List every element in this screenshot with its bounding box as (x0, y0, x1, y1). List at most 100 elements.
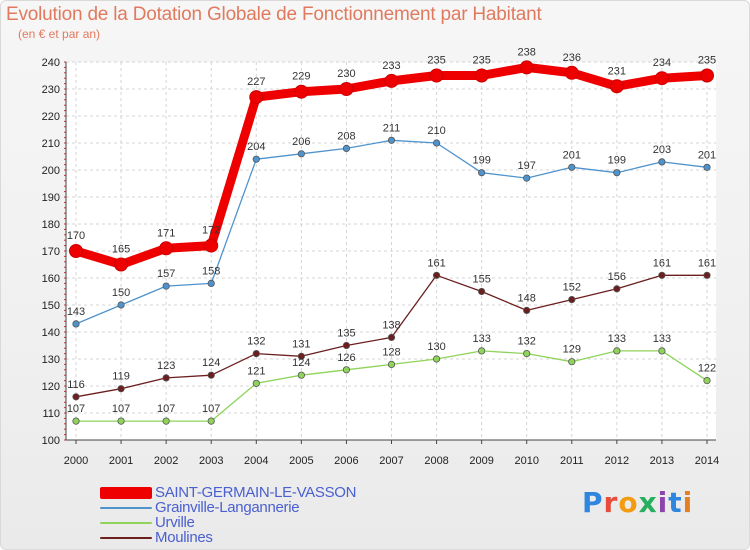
data-label: 236 (563, 52, 581, 64)
data-label: 128 (382, 346, 400, 358)
x-tick-label: 2001 (109, 455, 133, 467)
data-label: 138 (382, 319, 400, 331)
legend-item-urville: Urville (100, 514, 430, 531)
x-tick-label: 2003 (199, 455, 223, 467)
series-lines (69, 60, 714, 425)
y-tick-label: 160 (42, 273, 60, 285)
data-label: 203 (653, 144, 671, 156)
data-label: 129 (563, 344, 581, 356)
data-point (568, 358, 576, 366)
data-label: 235 (698, 55, 716, 67)
data-point (564, 65, 579, 80)
data-label: 133 (653, 333, 671, 345)
data-point (700, 68, 714, 83)
data-label: 157 (157, 268, 175, 280)
legend-item-grainville: Grainville-Langannerie (100, 499, 430, 516)
data-labels: 170 165 171 172 227 229 230 233 235 235 238 236 231 2… (67, 46, 716, 415)
data-point (568, 295, 576, 304)
data-label: 233 (382, 60, 400, 72)
data-label: 133 (608, 333, 626, 345)
data-point (519, 60, 534, 75)
data-point (609, 79, 624, 94)
y-tick-label: 140 (42, 327, 60, 339)
data-point (207, 279, 215, 287)
data-point (297, 371, 305, 379)
x-tick-label: 2007 (379, 455, 403, 467)
data-label: 107 (112, 403, 130, 415)
data-point (432, 139, 441, 147)
data-point (297, 352, 305, 360)
data-point (654, 71, 669, 86)
data-label: 143 (67, 306, 85, 318)
data-label: 211 (383, 122, 401, 134)
x-tick-label: 2005 (289, 455, 313, 467)
data-point (613, 347, 621, 355)
data-point (342, 341, 351, 350)
data-label: 231 (608, 65, 626, 77)
data-point (613, 169, 621, 177)
data-point (294, 84, 309, 99)
legend-item-moulines: Moulines (100, 529, 430, 546)
data-label: 227 (247, 76, 265, 88)
y-tick-label: 240 (42, 57, 60, 69)
y-tick-label: 220 (42, 111, 60, 123)
y-tick-label: 200 (42, 165, 60, 177)
data-point (432, 355, 441, 363)
data-point (387, 333, 396, 341)
data-point (478, 347, 486, 355)
data-point (432, 271, 441, 279)
legend-label: SAINT-GERMAIN-LE-VASSON (155, 484, 357, 501)
data-label: 206 (292, 136, 310, 148)
data-point (252, 155, 260, 163)
data-label: 204 (247, 141, 265, 153)
data-label: 132 (518, 336, 536, 348)
data-label: 235 (472, 55, 490, 67)
data-label: 135 (337, 328, 355, 340)
data-label: 158 (202, 265, 220, 277)
legend-label: Grainville-Langannerie (155, 499, 300, 516)
data-point (162, 374, 170, 382)
data-label: 210 (427, 125, 445, 137)
legend-swatch (100, 522, 152, 524)
data-label: 161 (698, 257, 716, 269)
y-tick-label: 110 (42, 408, 60, 420)
data-label: 199 (608, 155, 626, 167)
data-point (72, 393, 80, 401)
data-point (252, 379, 260, 387)
axes: 100 110 120 130 140 150 160 170 180 190 200 210 220 2… (42, 57, 720, 467)
data-label: 234 (653, 57, 671, 69)
data-point (207, 417, 215, 425)
data-label: 107 (202, 403, 220, 415)
data-label: 107 (67, 403, 85, 415)
data-label: 238 (518, 46, 536, 58)
data-label: 122 (698, 363, 716, 375)
y-tick-label: 130 (42, 354, 60, 366)
data-point (114, 257, 129, 272)
logo-letter: P (582, 486, 604, 519)
data-point (117, 417, 125, 425)
legend-label: Urville (155, 514, 195, 531)
data-label: 152 (563, 282, 581, 294)
logo-letter: t (668, 486, 683, 519)
data-label: 130 (427, 341, 445, 353)
data-label: 132 (247, 336, 265, 348)
data-point (478, 287, 486, 296)
data-point (204, 238, 219, 253)
data-point (658, 347, 666, 355)
data-label: 197 (518, 160, 536, 172)
y-tick-label: 150 (42, 300, 60, 312)
x-tick-label: 2004 (244, 455, 268, 467)
data-label: 126 (337, 352, 355, 364)
y-tick-label: 180 (42, 219, 60, 231)
data-label: 155 (472, 274, 490, 286)
data-point (387, 360, 396, 368)
data-point (387, 136, 396, 144)
data-label: 172 (202, 225, 220, 237)
data-label: 124 (292, 357, 310, 369)
data-label: 148 (518, 292, 536, 304)
x-tick-label: 2000 (64, 455, 88, 467)
data-point (342, 366, 351, 374)
data-label: 199 (472, 155, 490, 167)
data-point (117, 385, 125, 393)
data-label: 208 (337, 130, 355, 142)
